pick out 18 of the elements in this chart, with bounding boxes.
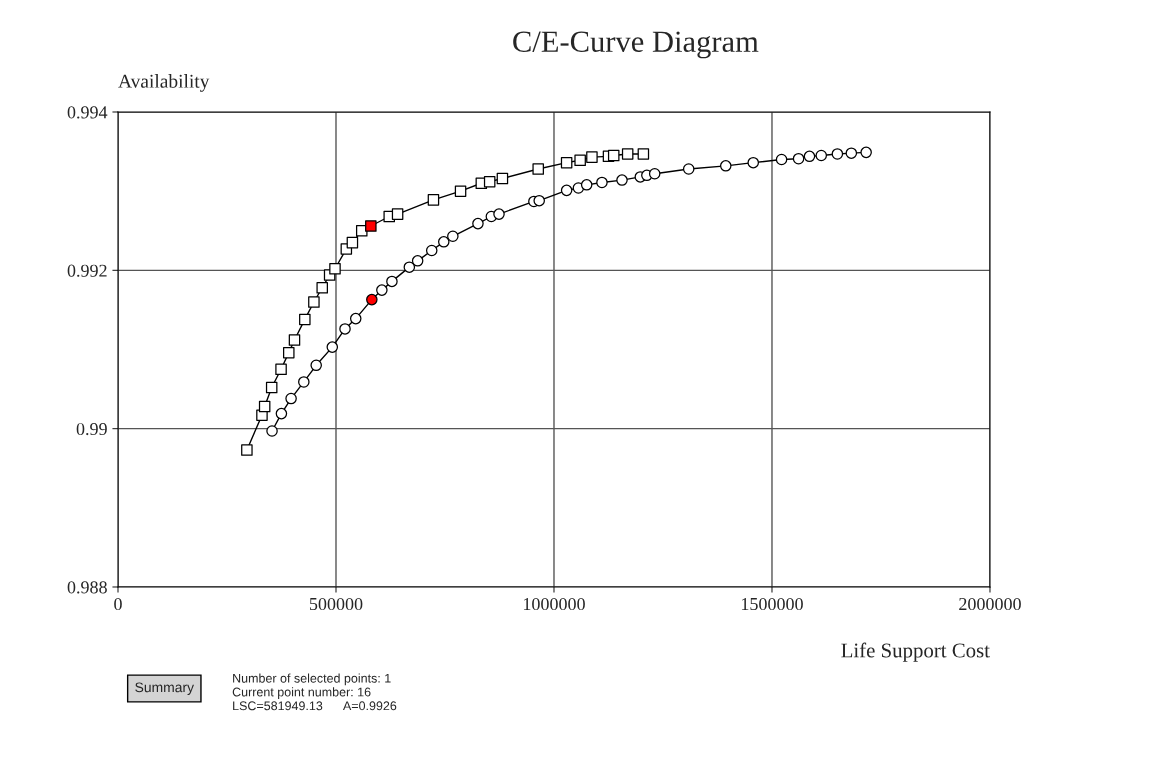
text: Summary bbox=[135, 682, 194, 695]
x-tick-label: 1000000 bbox=[523, 597, 585, 611]
y-tick-label: 0.994 bbox=[67, 106, 108, 119]
point bbox=[496, 172, 509, 185]
y-tick-label: 0.99 bbox=[76, 422, 107, 436]
y-tick-label: 0.992 bbox=[67, 264, 107, 277]
text: Number of selected points: 1 bbox=[233, 673, 391, 686]
chart-title: C/E-Curve Diagram bbox=[513, 31, 759, 59]
x-tick-label: 1500000 bbox=[741, 597, 803, 611]
text: LSC=581949.13 A=0.9926 bbox=[233, 701, 397, 711]
x-tick-label: 2000000 bbox=[959, 597, 1021, 611]
x-tick-label: 0 bbox=[114, 597, 122, 611]
x-tick-label: 500000 bbox=[309, 597, 363, 611]
y-axis-title: Availability bbox=[118, 74, 210, 92]
y-tick-label: 0.988 bbox=[67, 581, 107, 594]
x-axis-title: Life Support Cost bbox=[841, 642, 990, 662]
point bbox=[346, 236, 359, 249]
text: Current point number: 16 bbox=[232, 687, 371, 699]
